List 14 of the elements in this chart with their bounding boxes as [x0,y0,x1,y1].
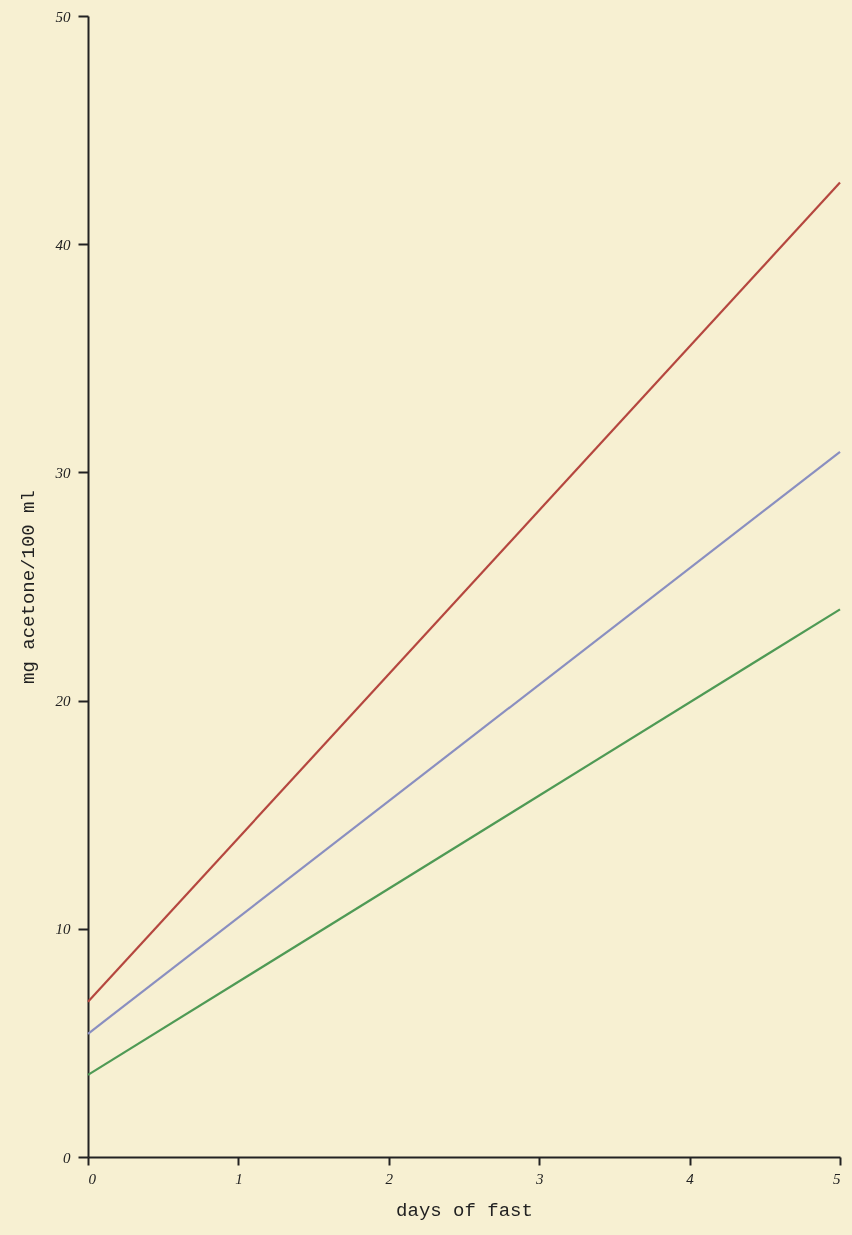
x-tick-label: 3 [534,1170,544,1187]
x-tick-label: 4 [686,1170,695,1187]
x-tick-label: 2 [385,1170,394,1187]
x-tick-label: 0 [88,1170,97,1187]
y-tick-label: 0 [63,1149,71,1166]
y-tick-label: 20 [55,693,71,710]
y-tick-label: 40 [55,236,71,253]
x-axis-title: days of fast [396,1199,533,1222]
y-tick-label: 50 [55,8,71,25]
y-tick-label: 30 [54,464,71,481]
x-tick-label: 1 [235,1170,243,1187]
y-axis-title: mg acetone/100 ml [17,490,40,684]
y-tick-label: 10 [55,921,71,938]
x-tick-label: 5 [833,1170,841,1187]
